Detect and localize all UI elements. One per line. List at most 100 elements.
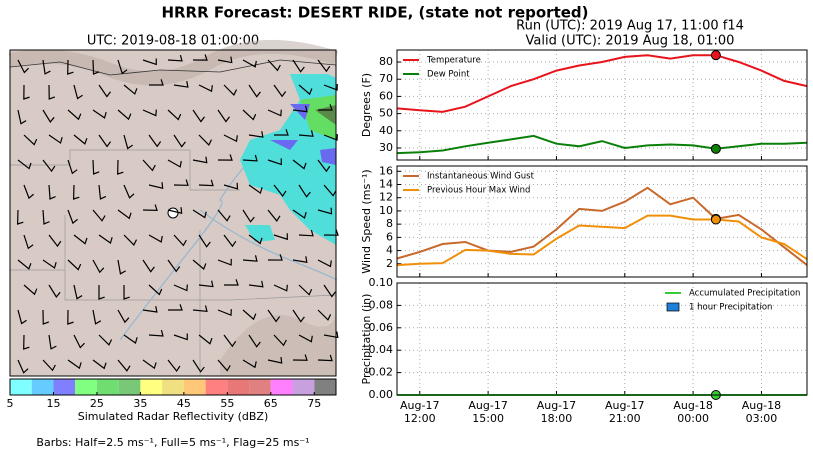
y-tick-label: 16 (379, 164, 393, 177)
plot-frame (396, 49, 808, 161)
wind-barb (292, 309, 305, 323)
wind-barb (123, 184, 135, 199)
wind-barb (98, 334, 113, 346)
legend-label: 1 hour Precipitation (689, 303, 772, 313)
wind-barb (242, 309, 257, 321)
wind-barb (167, 359, 181, 373)
terrain (8, 40, 339, 86)
wind-barb (217, 359, 231, 372)
wind-barb (292, 159, 307, 170)
wind-barb (242, 154, 258, 162)
colorbar-cell (314, 379, 336, 395)
x-tick-label: Aug-17 18:00 (536, 399, 577, 425)
wind-barb (173, 284, 188, 292)
wind-barb (92, 259, 105, 274)
wind-barb (317, 207, 333, 215)
wind-barb (23, 234, 34, 250)
wind-barb (223, 182, 239, 190)
x-tick-label: Aug-17 12:00 (400, 399, 440, 425)
wind-barb (223, 234, 237, 248)
wind-barb (273, 284, 288, 292)
y-axis-label: Precipitation (in) (360, 294, 373, 385)
plot-frame (396, 165, 808, 278)
wind-barb (123, 284, 130, 300)
wind-barb (273, 184, 287, 198)
wind-barb (298, 184, 311, 198)
colorbar-tick-label: 45 (177, 397, 191, 410)
wind-barb (48, 284, 61, 298)
x-tick-label: Aug-18 00:00 (673, 399, 713, 425)
wind-barb (98, 184, 107, 200)
wind-barb (117, 309, 130, 324)
wind-barb (42, 309, 50, 325)
y-tick-label: 14 (379, 178, 393, 191)
run-label: Run (UTC): 2019 Aug 17, 11:00 f14 (516, 19, 744, 34)
wind-barb (67, 159, 78, 175)
y-tick-label: 0.08 (369, 298, 394, 311)
border (9, 59, 337, 76)
y-tick-label: 10 (379, 204, 393, 217)
wind-barb (242, 109, 257, 121)
wind-barb (17, 109, 27, 125)
wind-barb (48, 84, 56, 100)
colorbar-cell (162, 379, 184, 395)
radar-echo (270, 104, 336, 165)
wind-barb (217, 309, 232, 317)
wind-barb (42, 159, 56, 173)
wind-barb (17, 309, 27, 325)
wind-barb (73, 284, 83, 300)
wind-barb (267, 59, 281, 72)
wind-barb (267, 356, 283, 364)
wind-barb (23, 284, 38, 296)
wind-barb (167, 109, 182, 121)
wind-barb (73, 84, 83, 100)
colorbar-cell (249, 379, 271, 395)
wind-barb (273, 84, 287, 98)
wind-barb (42, 359, 56, 372)
wind-barb (192, 209, 207, 219)
wind-barb (317, 159, 331, 173)
wind-barb (123, 84, 138, 95)
plot-area (397, 166, 807, 277)
map-frame (9, 49, 337, 377)
legend-label: Temperature (426, 56, 481, 66)
barbs-note: Barbs: Half=2.5 ms⁻¹, Full=5 ms⁻¹, Flag=… (36, 436, 309, 449)
y-tick-label: 0.04 (369, 343, 394, 356)
series-line (396, 54, 808, 113)
wind-barb (117, 259, 126, 275)
colorbar-cell (270, 379, 293, 395)
legend-label: Accumulated Precipitation (689, 289, 800, 299)
wind-barb (298, 229, 314, 237)
wind-barb (192, 156, 208, 164)
valid-time-marker (710, 143, 721, 154)
barb-field (16, 54, 339, 374)
wind-barb (242, 59, 257, 68)
colorbar-tick-label: 25 (90, 397, 104, 410)
wind-barb (323, 134, 338, 141)
figure-title: HRRR Forecast: DESERT RIDE, (state not r… (161, 4, 588, 22)
colorbar-cell (118, 379, 141, 395)
wind-barb (23, 134, 38, 146)
valid-time-marker (710, 214, 721, 225)
wind-barb (23, 334, 30, 350)
colorbar-cell (292, 379, 315, 395)
wind-barb (42, 59, 51, 75)
wind-barb (123, 234, 138, 246)
wind-barb (123, 334, 138, 344)
series-line (396, 134, 808, 155)
legend-label: Instantaneous Wind Gust (427, 172, 535, 182)
wind-barb (192, 305, 208, 312)
wind-barb (267, 158, 282, 166)
wind-barb (292, 256, 308, 263)
plot-frame (396, 282, 808, 396)
colorbar-cell (31, 379, 54, 395)
colorbar-cell (140, 379, 163, 395)
wind-barb (67, 209, 78, 225)
wind-barb (117, 359, 131, 372)
wind-barb (148, 329, 164, 337)
y-tick-label: 4 (386, 244, 393, 257)
colorbar-cell (75, 379, 97, 395)
valid-time-marker (710, 50, 721, 61)
